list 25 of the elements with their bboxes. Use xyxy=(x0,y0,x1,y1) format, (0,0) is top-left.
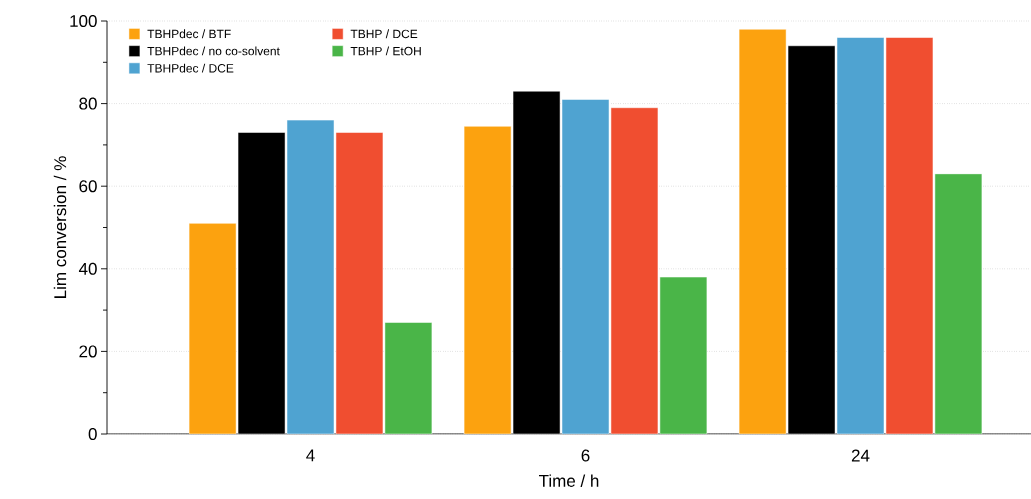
x-axis-title: Time / h xyxy=(539,474,599,487)
legend-label: TBHPdec / BTF xyxy=(147,29,231,39)
y-tick-label: 80 xyxy=(79,97,97,110)
y-tick-label: 0 xyxy=(88,427,97,441)
x-tick-label: 4 xyxy=(306,449,315,462)
y-axis-title: Lim conversion / % xyxy=(53,156,67,298)
y-tick-label: 40 xyxy=(78,262,97,275)
bar xyxy=(934,173,983,434)
bar xyxy=(463,126,512,434)
y-tick-label: 60 xyxy=(79,180,97,193)
legend-label: TBHP / EtOH xyxy=(350,46,421,56)
bar xyxy=(787,45,836,434)
y-tick-label: 20 xyxy=(79,345,97,358)
bar xyxy=(659,276,708,434)
legend-label: TBHPdec / no co-solvent xyxy=(147,46,280,56)
legend-label: TBHPdec / DCE xyxy=(147,63,234,73)
bar xyxy=(188,223,237,434)
x-tick-label: 24 xyxy=(851,449,870,462)
bar xyxy=(237,132,286,434)
bar xyxy=(512,90,561,434)
bar xyxy=(384,322,433,434)
legend-label: TBHP / DCE xyxy=(350,29,418,39)
bar xyxy=(738,29,787,434)
y-tick-label: 100 xyxy=(70,14,97,28)
x-tick-label: 6 xyxy=(581,449,590,462)
